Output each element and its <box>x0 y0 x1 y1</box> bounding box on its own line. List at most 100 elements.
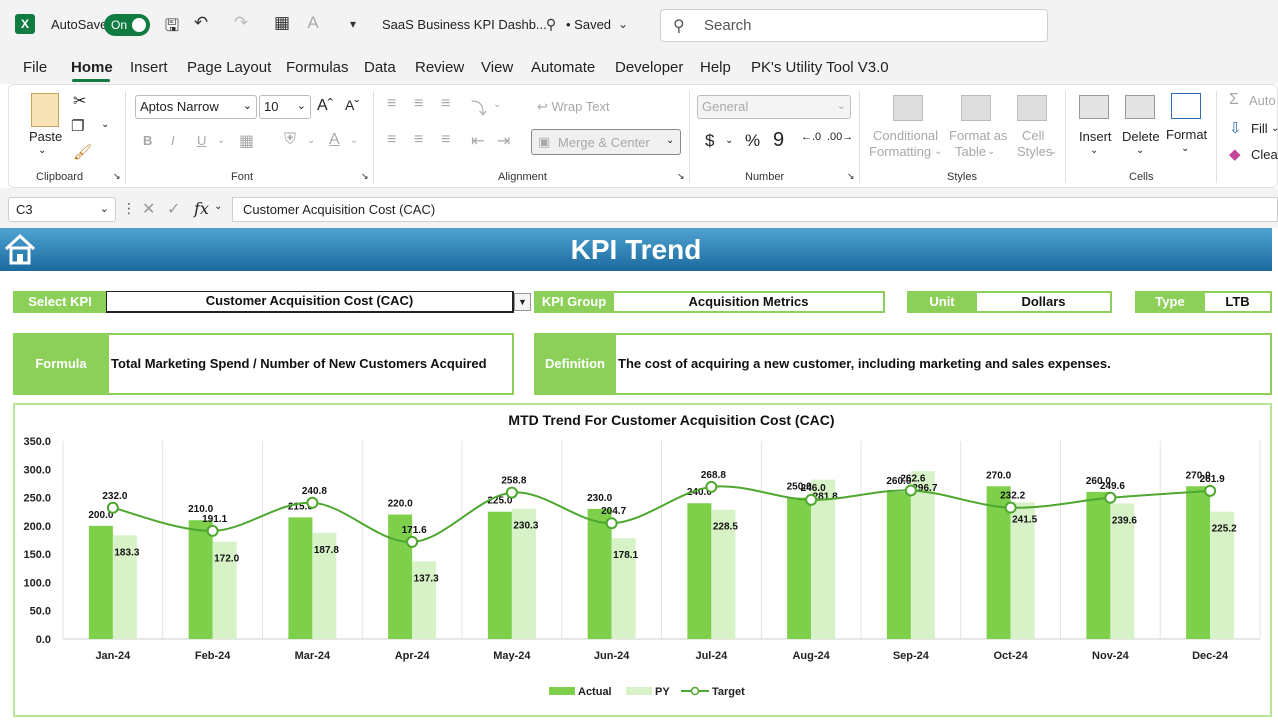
fill-button[interactable]: Fill <box>1251 121 1268 136</box>
search-input[interactable]: ⚲ Search <box>660 9 1048 42</box>
chevron-down-icon: ⌄ <box>666 135 675 146</box>
cut-icon[interactable]: ✂ <box>73 93 87 110</box>
font-color-icon[interactable]: A <box>329 131 340 148</box>
middle-align-icon[interactable]: ≡ <box>414 95 424 112</box>
insert-function-button[interactable]: fx <box>194 199 209 218</box>
orientation-icon[interactable]: ⤵ <box>471 101 488 118</box>
tab-developer[interactable]: Developer <box>615 59 684 76</box>
bold-button[interactable]: B <box>143 133 153 148</box>
underline-dropdown-icon[interactable]: ⌄ <box>217 135 226 146</box>
autosave-toggle[interactable]: On <box>104 14 150 36</box>
format-as-table-button[interactable]: Format as <box>949 128 1008 143</box>
italic-button[interactable]: I <box>171 133 175 148</box>
increase-decimal-icon[interactable]: ←.0 <box>801 131 822 143</box>
tab-home[interactable]: Home <box>71 59 113 76</box>
chevron-down-icon[interactable]: ⌄ <box>617 17 629 31</box>
kpi-dropdown-button[interactable]: ▼ <box>514 293 531 311</box>
font-size-select[interactable]: 10 ⌄ <box>259 95 311 119</box>
increase-indent-icon[interactable]: ⇥ <box>497 133 511 150</box>
format-cells-button[interactable]: Format <box>1166 127 1208 142</box>
underline-button[interactable]: U <box>197 133 207 148</box>
decrease-decimal-icon[interactable]: .00→ <box>827 131 854 143</box>
save-icon[interactable]: 🖫 <box>164 16 180 35</box>
increase-font-icon[interactable]: Aˆ <box>317 97 333 114</box>
cell-styles-icon[interactable] <box>1017 95 1047 121</box>
cell-styles-button[interactable]: Cell <box>1022 128 1045 143</box>
formula-input[interactable]: Customer Acquisition Cost (CAC) <box>232 197 1278 222</box>
tab-page-layout[interactable]: Page Layout <box>187 59 272 76</box>
name-box[interactable]: C3 ⌄ <box>8 197 116 222</box>
fill-color-icon[interactable]: ⛨ <box>284 131 297 148</box>
paste-dropdown-icon[interactable]: ⌄ <box>38 145 47 156</box>
customize-toolbar-icon[interactable]: ▾ <box>349 17 357 31</box>
clear-button[interactable]: Clear <box>1251 147 1278 162</box>
select-kpi-cell[interactable]: Customer Acquisition Cost (CAC) <box>106 291 514 313</box>
tab-view[interactable]: View <box>481 59 514 76</box>
redo-icon[interactable]: ↷ <box>233 13 249 32</box>
font-color-dropdown-icon[interactable]: ⌄ <box>350 135 359 146</box>
bottom-align-icon[interactable]: ≡ <box>441 95 451 112</box>
font-name-select[interactable]: Aptos Narrow ⌄ <box>135 95 257 119</box>
eraser-icon[interactable]: ◆ <box>1229 146 1241 163</box>
autosum-icon[interactable]: Σ <box>1229 91 1239 108</box>
enter-icon[interactable]: ✓ <box>167 201 181 218</box>
alignment-launcher-icon[interactable]: ↘ <box>677 171 685 181</box>
undo-icon[interactable]: ↶ <box>193 13 209 32</box>
format-cells-icon[interactable] <box>1171 93 1201 119</box>
tab-review[interactable]: Review <box>415 59 465 76</box>
share-person-icon[interactable]: ⚲ <box>545 16 557 32</box>
more-options-icon[interactable]: ⋮ <box>122 200 136 216</box>
saved-status[interactable]: • Saved <box>566 17 612 32</box>
decrease-indent-icon[interactable]: ⇤ <box>471 133 485 150</box>
chevron-down-icon[interactable]: ⌄ <box>214 201 223 212</box>
wrap-text-button[interactable]: ↩ Wrap Text <box>537 99 610 115</box>
delete-cells-button[interactable]: Delete <box>1122 129 1160 144</box>
copy-icon[interactable]: ❐ <box>71 118 85 135</box>
delete-cells-icon[interactable] <box>1125 95 1155 119</box>
borders-icon[interactable]: ▦ <box>239 133 255 150</box>
conditional-formatting-button[interactable]: Conditional <box>873 128 939 143</box>
copy-dropdown-icon[interactable]: ⌄ <box>101 119 110 130</box>
tab-formulas[interactable]: Formulas <box>286 59 349 76</box>
format-painter-icon[interactable]: 🖌 <box>73 144 93 161</box>
tab-automate[interactable]: Automate <box>531 59 596 76</box>
tab-pk-utility-tool[interactable]: PK's Utility Tool V3.0 <box>751 59 889 76</box>
bar-actual <box>188 520 213 639</box>
insert-cells-button[interactable]: Insert <box>1079 129 1112 144</box>
kpi-trend-chart[interactable]: MTD Trend For Customer Acquisition Cost … <box>13 403 1272 717</box>
font-color-icon[interactable]: A <box>307 13 319 32</box>
tab-help[interactable]: Help <box>700 59 731 76</box>
conditional-formatting-icon[interactable] <box>893 95 923 121</box>
borders-icon[interactable]: ▦ <box>273 13 291 32</box>
top-align-icon[interactable]: ≡ <box>387 95 397 112</box>
paste-button[interactable]: Paste <box>29 129 63 144</box>
percent-button[interactable]: % <box>745 131 761 150</box>
tab-file[interactable]: File <box>23 59 48 76</box>
bar-py <box>910 471 935 639</box>
home-icon[interactable] <box>3 232 37 266</box>
currency-dropdown-icon[interactable]: ⌄ <box>725 135 734 146</box>
tab-data[interactable]: Data <box>364 59 396 76</box>
align-center-icon[interactable]: ≡ <box>414 131 424 148</box>
currency-button[interactable]: $ <box>705 131 715 150</box>
paste-icon[interactable] <box>31 93 59 127</box>
cancel-icon[interactable]: ✕ <box>142 201 156 218</box>
fill-icon[interactable]: ⇩ <box>1229 120 1242 137</box>
number-format-select[interactable]: General ⌄ <box>697 95 851 119</box>
tab-insert[interactable]: Insert <box>130 59 168 76</box>
bar-actual <box>388 514 413 639</box>
align-left-icon[interactable]: ≡ <box>387 131 397 148</box>
merge-center-button[interactable]: ▣ Merge & Center ⌄ <box>531 129 681 155</box>
insert-cells-icon[interactable] <box>1079 95 1109 119</box>
font-launcher-icon[interactable]: ↘ <box>361 171 369 181</box>
orientation-dropdown-icon[interactable]: ⌄ <box>493 99 502 110</box>
autosum-button[interactable]: Auto <box>1249 93 1276 108</box>
comma-style-button[interactable]: 9 <box>773 129 785 151</box>
format-as-table-icon[interactable] <box>961 95 991 121</box>
fill-color-dropdown-icon[interactable]: ⌄ <box>307 135 316 146</box>
align-right-icon[interactable]: ≡ <box>441 131 451 148</box>
number-launcher-icon[interactable]: ↘ <box>847 171 855 181</box>
decrease-font-icon[interactable]: Aˇ <box>345 97 359 113</box>
clipboard-launcher-icon[interactable]: ↘ <box>113 171 121 181</box>
bar-actual <box>787 497 812 639</box>
